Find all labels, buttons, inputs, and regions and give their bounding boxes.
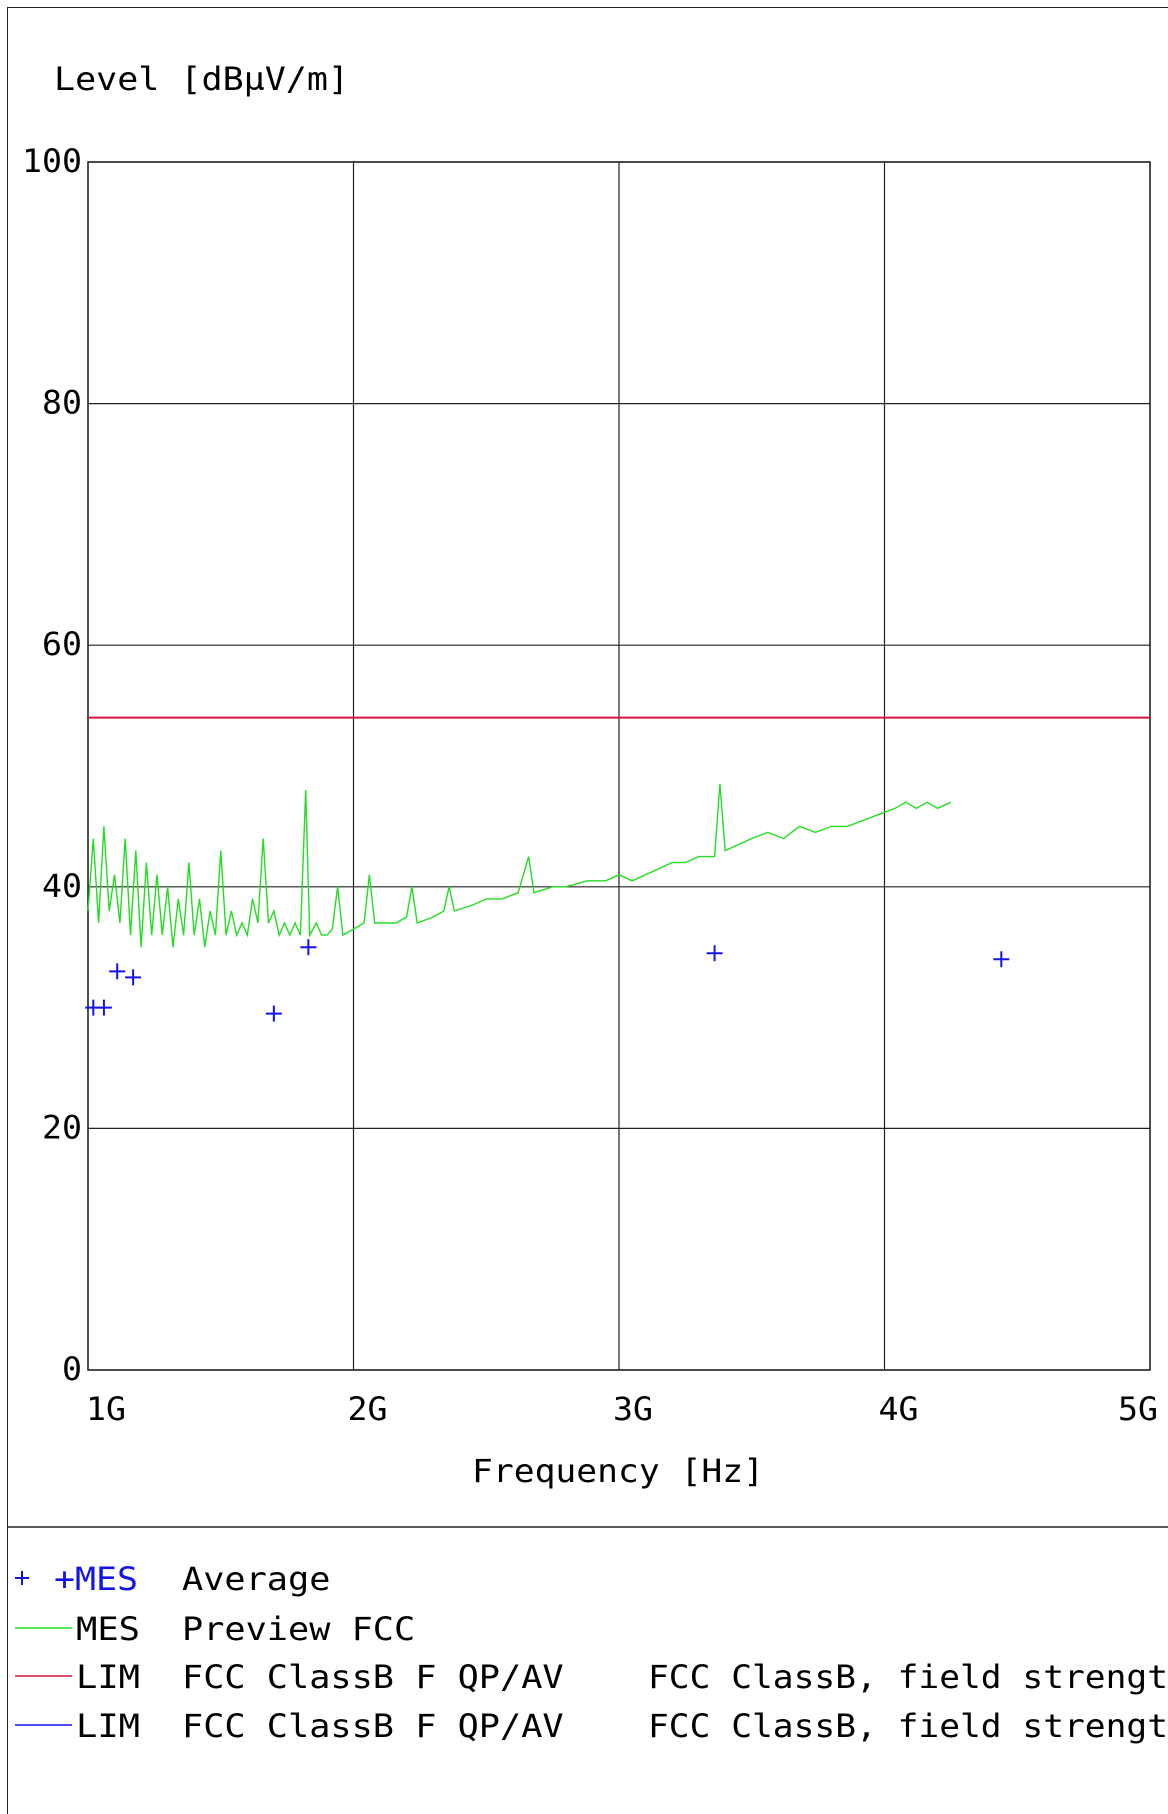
x-tick-label: 2G <box>348 1390 388 1428</box>
y-tick-label: 60 <box>42 625 82 663</box>
legend-description: FCC ClassB F QP/AV <box>182 1658 564 1696</box>
measurement-point <box>125 969 142 986</box>
legend-description: Preview FCC <box>182 1610 415 1648</box>
measurement-point <box>300 939 317 956</box>
x-tick-label: 5G <box>1118 1390 1158 1428</box>
legend-name: LIM <box>76 1658 140 1696</box>
legend-name: +MES <box>54 1560 138 1598</box>
y-axis-label: Level [dBµV/m] <box>54 60 349 98</box>
x-tick-label: 3G <box>613 1390 653 1428</box>
x-tick-label: 1G <box>86 1390 126 1428</box>
legend-name: MES <box>76 1610 140 1648</box>
y-tick-label: 80 <box>42 384 82 422</box>
legend-name: LIM <box>76 1707 140 1745</box>
y-tick-label: 100 <box>22 142 82 180</box>
legend-cross-marker <box>15 1571 29 1585</box>
x-tick-label: 4G <box>879 1390 919 1428</box>
y-tick-label: 0 <box>62 1350 82 1388</box>
plot-area-border <box>87 161 1151 1371</box>
preview-trace-line <box>87 784 952 948</box>
legend-description: FCC ClassB F QP/AV <box>182 1707 564 1745</box>
measurement-point <box>706 945 723 962</box>
measurement-point <box>95 999 112 1016</box>
measurement-point <box>109 963 126 980</box>
y-tick-label: 20 <box>42 1108 82 1146</box>
legend-limit-text: FCC ClassB, field strengt <box>648 1658 1168 1696</box>
measurement-point <box>993 951 1010 968</box>
x-axis-label: Frequency [Hz] <box>472 1452 764 1490</box>
chart-frame <box>7 7 1168 1814</box>
y-tick-label: 40 <box>42 867 82 905</box>
legend-description: Average <box>182 1560 330 1598</box>
measurement-point <box>265 1005 282 1022</box>
legend-limit-text: FCC ClassB, field strengt <box>648 1707 1168 1745</box>
